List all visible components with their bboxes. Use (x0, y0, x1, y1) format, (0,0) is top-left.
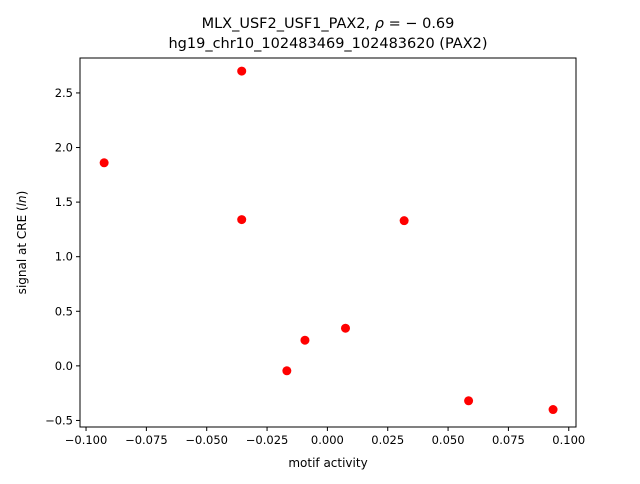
y-tick-label-2: 0.0 (55, 359, 73, 373)
data-point-3 (237, 215, 247, 225)
x-tick-label-9: 0.100 (552, 433, 585, 447)
data-point-8 (464, 396, 474, 406)
x-tick-label-6: 0.025 (371, 433, 404, 447)
data-point-5 (300, 335, 310, 345)
y-axis-label: signal at CRE (ln) (15, 191, 29, 295)
x-tick-label-5: 0.000 (311, 433, 344, 447)
plot-area-frame (79, 57, 577, 428)
data-point-2 (237, 66, 247, 76)
data-points (99, 66, 558, 415)
y-tick-label-7: 2.5 (55, 86, 73, 100)
x-tick-label-7: 0.050 (432, 433, 465, 447)
x-axis-label: motif activity (288, 456, 367, 470)
data-point-7 (399, 216, 409, 226)
y-tick-label-6: 2.0 (55, 141, 73, 155)
x-tick-label-3: −0.050 (185, 433, 228, 447)
chart-title-line-2: hg19_chr10_102483469_102483620 (PAX2) (168, 36, 487, 52)
axis-ticks: −0.100 −0.075 −0.050 −0.025 0.000 0.025 0.050 0… (45, 86, 585, 447)
chart-title-line-1: MLX_USF2_USF1_PAX2, ρ = − 0.69 (202, 16, 455, 32)
x-tick-label-2: −0.075 (125, 433, 168, 447)
data-point-6 (340, 323, 350, 333)
x-tick-label-1: −0.100 (65, 433, 108, 447)
x-tick-label-8: 0.075 (492, 433, 525, 447)
x-tick-label-4: −0.025 (246, 433, 289, 447)
data-point-9 (548, 405, 558, 415)
data-point-4 (282, 366, 292, 376)
y-tick-label-5: 1.5 (55, 195, 73, 209)
y-tick-label-4: 1.0 (55, 250, 73, 264)
y-tick-label-3: 0.5 (55, 304, 73, 318)
data-point-1 (99, 158, 109, 168)
y-tick-label-1: −0.5 (45, 413, 73, 427)
